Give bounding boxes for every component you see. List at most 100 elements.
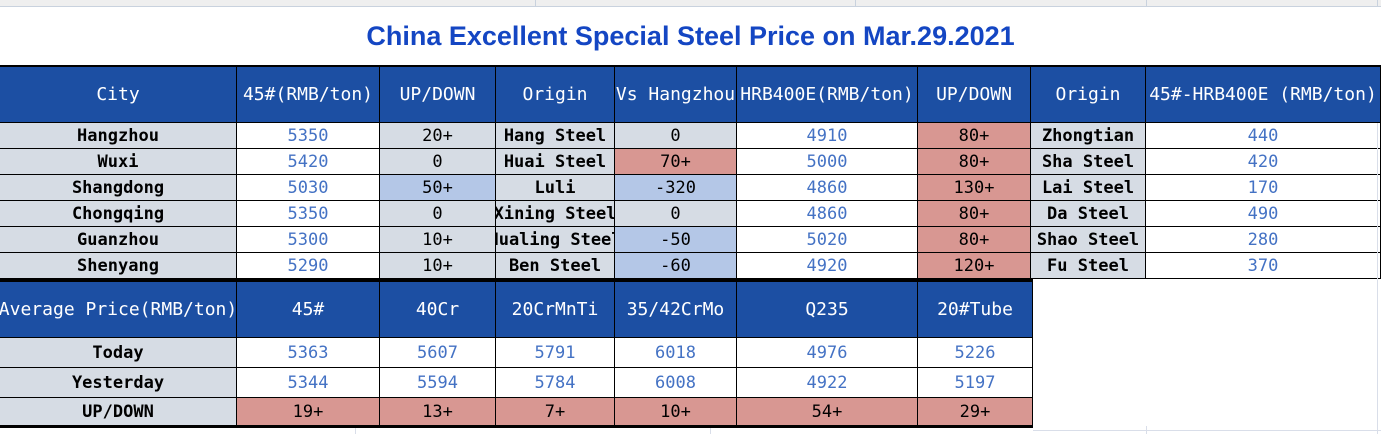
cell-avg-value[interactable]: 5197 <box>918 368 1033 398</box>
gridline <box>355 428 356 434</box>
cell-avg-updown[interactable]: 7+ <box>496 398 615 426</box>
cell-vs-hangzhou[interactable]: -320 <box>615 175 737 201</box>
header-vs-hangzhou[interactable]: Vs Hangzhou <box>615 67 737 123</box>
gridline <box>1377 123 1378 434</box>
gridline <box>1377 0 1378 7</box>
cell-city[interactable]: Shangdong <box>0 175 237 201</box>
cell-45-price[interactable]: 5420 <box>237 149 380 175</box>
header-average-price[interactable]: Average Price(RMB/ton) <box>0 282 237 338</box>
cell-avg-value[interactable]: 5344 <box>237 368 380 398</box>
cell-avg-value[interactable]: 5226 <box>918 338 1033 368</box>
cell-avg-value[interactable]: 5607 <box>380 338 496 368</box>
header-origin-45[interactable]: Origin <box>496 67 615 123</box>
cell-45-updown[interactable]: 0 <box>380 201 496 227</box>
cell-hrb400e-price[interactable]: 4920 <box>737 253 918 279</box>
cell-45-price[interactable]: 5350 <box>237 123 380 149</box>
cell-city[interactable]: Hangzhou <box>0 123 237 149</box>
header-grade-q235[interactable]: Q235 <box>737 282 918 338</box>
cell-origin-hrb400e[interactable]: Zhongtian <box>1031 123 1146 149</box>
cell-avg-value[interactable]: 5791 <box>496 338 615 368</box>
cell-origin-45[interactable]: Luli <box>496 175 615 201</box>
cell-45-hrb400e-diff[interactable]: 440 <box>1146 123 1381 149</box>
cell-city[interactable]: Wuxi <box>0 149 237 175</box>
gridline <box>1146 0 1147 7</box>
cell-avg-value[interactable]: 5784 <box>496 368 615 398</box>
cell-avg-updown[interactable]: 19+ <box>237 398 380 426</box>
gridline <box>1033 430 1381 431</box>
cell-avg-value[interactable]: 4976 <box>737 338 918 368</box>
cell-city[interactable]: Shenyang <box>0 253 237 279</box>
header-grade-3542crmo[interactable]: 35/42CrMo <box>615 282 737 338</box>
cell-vs-hangzhou[interactable]: -50 <box>615 227 737 253</box>
cell-45-updown[interactable]: 20+ <box>380 123 496 149</box>
cell-city[interactable]: Chongqing <box>0 201 237 227</box>
cell-origin-45[interactable]: Hang Steel <box>496 123 615 149</box>
row-label-today[interactable]: Today <box>0 338 237 368</box>
cell-hrb400e-updown[interactable]: 80+ <box>918 227 1031 253</box>
row-label-yesterday[interactable]: Yesterday <box>0 368 237 398</box>
cell-avg-updown[interactable]: 13+ <box>380 398 496 426</box>
cell-hrb400e-price[interactable]: 4860 <box>737 201 918 227</box>
cell-avg-value[interactable]: 6018 <box>615 338 737 368</box>
cell-avg-value[interactable]: 5594 <box>380 368 496 398</box>
cell-origin-45[interactable]: Ben Steel <box>496 253 615 279</box>
cell-avg-value[interactable]: 4922 <box>737 368 918 398</box>
cell-avg-updown[interactable]: 29+ <box>918 398 1033 426</box>
cell-vs-hangzhou[interactable]: 70+ <box>615 149 737 175</box>
header-grade-40cr[interactable]: 40Cr <box>380 282 496 338</box>
cell-origin-hrb400e[interactable]: Lai Steel <box>1031 175 1146 201</box>
gridline <box>1146 426 1147 434</box>
cell-45-hrb400e-diff[interactable]: 370 <box>1146 253 1381 279</box>
cell-hrb400e-updown[interactable]: 120+ <box>918 253 1031 279</box>
cell-origin-hrb400e[interactable]: Shao Steel <box>1031 227 1146 253</box>
cell-hrb400e-updown[interactable]: 80+ <box>918 123 1031 149</box>
gridline <box>710 428 711 434</box>
cell-hrb400e-price[interactable]: 4910 <box>737 123 918 149</box>
cell-hrb400e-updown[interactable]: 80+ <box>918 201 1031 227</box>
gridline <box>855 0 856 7</box>
header-45-hrb400e-diff[interactable]: 45#-HRB400E (RMB/ton) <box>1146 67 1381 123</box>
cell-hrb400e-price[interactable]: 5020 <box>737 227 918 253</box>
cell-45-hrb400e-diff[interactable]: 420 <box>1146 149 1381 175</box>
header-grade-45[interactable]: 45# <box>237 282 380 338</box>
header-grade-20tube[interactable]: 20#Tube <box>918 282 1033 338</box>
header-hrb400e-price[interactable]: HRB400E(RMB/ton) <box>737 67 918 123</box>
cell-45-price[interactable]: 5030 <box>237 175 380 201</box>
cell-45-hrb400e-diff[interactable]: 490 <box>1146 201 1381 227</box>
cell-origin-45[interactable]: Xining Steel <box>496 201 615 227</box>
cell-45-updown[interactable]: 10+ <box>380 227 496 253</box>
header-city[interactable]: City <box>0 67 237 123</box>
cell-hrb400e-price[interactable]: 5000 <box>737 149 918 175</box>
cell-avg-value[interactable]: 5363 <box>237 338 380 368</box>
title-cell[interactable]: China Excellent Special Steel Price on M… <box>0 8 1381 65</box>
cell-hrb400e-price[interactable]: 4860 <box>737 175 918 201</box>
row-label-updown[interactable]: UP/DOWN <box>0 398 237 426</box>
cell-45-updown[interactable]: 0 <box>380 149 496 175</box>
cell-vs-hangzhou[interactable]: 0 <box>615 201 737 227</box>
cell-45-price[interactable]: 5350 <box>237 201 380 227</box>
cell-avg-updown[interactable]: 10+ <box>615 398 737 426</box>
header-grade-20crmnti[interactable]: 20CrMnTi <box>496 282 615 338</box>
cell-vs-hangzhou[interactable]: -60 <box>615 253 737 279</box>
header-origin-hrb400e[interactable]: Origin <box>1031 67 1146 123</box>
cell-45-hrb400e-diff[interactable]: 170 <box>1146 175 1381 201</box>
cell-origin-hrb400e[interactable]: Fu Steel <box>1031 253 1146 279</box>
header-45-price[interactable]: 45#(RMB/ton) <box>237 67 380 123</box>
cell-45-updown[interactable]: 10+ <box>380 253 496 279</box>
cell-origin-hrb400e[interactable]: Da Steel <box>1031 201 1146 227</box>
header-hrb400e-updown[interactable]: UP/DOWN <box>918 67 1031 123</box>
cell-origin-45[interactable]: Huai Steel <box>496 149 615 175</box>
cell-45-price[interactable]: 5300 <box>237 227 380 253</box>
cell-45-price[interactable]: 5290 <box>237 253 380 279</box>
header-45-updown[interactable]: UP/DOWN <box>380 67 496 123</box>
cell-avg-value[interactable]: 6008 <box>615 368 737 398</box>
cell-origin-45[interactable]: Hualing Steel <box>496 227 615 253</box>
cell-avg-updown[interactable]: 54+ <box>737 398 918 426</box>
cell-origin-hrb400e[interactable]: Sha Steel <box>1031 149 1146 175</box>
cell-city[interactable]: Guanzhou <box>0 227 237 253</box>
cell-45-hrb400e-diff[interactable]: 280 <box>1146 227 1381 253</box>
cell-45-updown[interactable]: 50+ <box>380 175 496 201</box>
cell-hrb400e-updown[interactable]: 80+ <box>918 149 1031 175</box>
cell-vs-hangzhou[interactable]: 0 <box>615 123 737 149</box>
cell-hrb400e-updown[interactable]: 130+ <box>918 175 1031 201</box>
